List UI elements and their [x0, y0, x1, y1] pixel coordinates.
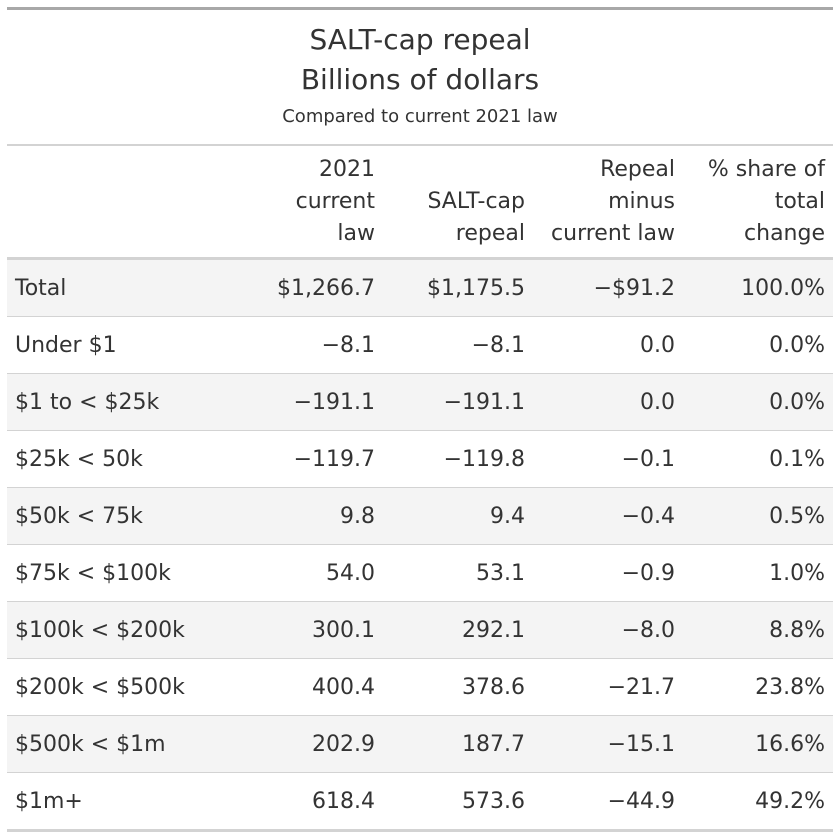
row-label: $1m+ [7, 772, 243, 832]
cell-salt-repeal: −119.8 [383, 430, 533, 488]
column-header-current-law: 2021 current law [243, 146, 383, 260]
column-header-line: repeal [455, 221, 525, 246]
table-row: Under $1 −8.1 −8.1 0.0 0.0% [7, 316, 833, 374]
cell-share: 100.0% [683, 258, 833, 317]
cell-difference: −0.9 [533, 544, 683, 602]
cell-current-law: −119.7 [243, 430, 383, 488]
cell-current-law: 202.9 [243, 715, 383, 773]
cell-current-law: 300.1 [243, 601, 383, 659]
column-header-line: current law [551, 221, 675, 246]
row-label: $500k < $1m [7, 715, 243, 773]
table-body: Total $1,266.7 $1,175.5 −$91.2 100.0% Under $… [7, 258, 833, 832]
table-row: $500k < $1m 202.9 187.7 −15.1 16.6% [7, 715, 833, 773]
title-line-2: Billions of dollars [300, 63, 540, 96]
cell-salt-repeal: −8.1 [383, 316, 533, 374]
row-label: Total [7, 258, 243, 317]
column-header-label [7, 146, 243, 260]
table-row: $200k < $500k 400.4 378.6 −21.7 23.8% [7, 658, 833, 716]
table-row: Total $1,266.7 $1,175.5 −$91.2 100.0% [7, 258, 833, 317]
cell-current-law: 618.4 [243, 772, 383, 832]
cell-salt-repeal: 187.7 [383, 715, 533, 773]
table-subtitle: Compared to current 2021 law [282, 106, 558, 127]
cell-share: 0.0% [683, 373, 833, 431]
table-title: SALT-cap repeal Billions of dollars [7, 20, 833, 100]
column-header-share: % share of total change [683, 146, 833, 260]
table-row: $1m+ 618.4 573.6 −44.9 49.2% [7, 772, 833, 832]
cell-salt-repeal: −191.1 [383, 373, 533, 431]
column-header-line: SALT-cap [427, 189, 525, 214]
column-header-salt-repeal: SALT-cap repeal [383, 146, 533, 260]
data-table: 2021 current law SALT-cap repeal Repeal … [7, 146, 833, 832]
row-label: $200k < $500k [7, 658, 243, 716]
cell-difference: −0.4 [533, 487, 683, 545]
row-label: $100k < $200k [7, 601, 243, 659]
cell-difference: 0.0 [533, 316, 683, 374]
table-row: $50k < 75k 9.8 9.4 −0.4 0.5% [7, 487, 833, 545]
cell-difference: −0.1 [533, 430, 683, 488]
column-header-line: total change [744, 189, 825, 246]
table-row: $1 to < $25k −191.1 −191.1 0.0 0.0% [7, 373, 833, 431]
title-line-1: SALT-cap repeal [309, 23, 531, 56]
cell-current-law: $1,266.7 [243, 258, 383, 317]
cell-salt-repeal: 53.1 [383, 544, 533, 602]
cell-salt-repeal: 573.6 [383, 772, 533, 832]
row-label: $1 to < $25k [7, 373, 243, 431]
table-row: $100k < $200k 300.1 292.1 −8.0 8.8% [7, 601, 833, 659]
cell-difference: −$91.2 [533, 258, 683, 317]
cell-share: 8.8% [683, 601, 833, 659]
column-header-line: minus [608, 189, 675, 214]
cell-share: 0.0% [683, 316, 833, 374]
cell-difference: −44.9 [533, 772, 683, 832]
row-label: Under $1 [7, 316, 243, 374]
column-header-row: 2021 current law SALT-cap repeal Repeal … [7, 146, 833, 260]
cell-current-law: 54.0 [243, 544, 383, 602]
cell-difference: 0.0 [533, 373, 683, 431]
cell-share: 16.6% [683, 715, 833, 773]
cell-current-law: −8.1 [243, 316, 383, 374]
table-row: $25k < 50k −119.7 −119.8 −0.1 0.1% [7, 430, 833, 488]
column-header-line: % share of [707, 157, 825, 182]
top-rule [7, 7, 833, 10]
cell-share: 1.0% [683, 544, 833, 602]
header-rule [7, 144, 833, 146]
cell-current-law: −191.1 [243, 373, 383, 431]
cell-share: 0.5% [683, 487, 833, 545]
column-header-line: Repeal [600, 157, 675, 182]
cell-difference: −21.7 [533, 658, 683, 716]
cell-current-law: 400.4 [243, 658, 383, 716]
row-label: $75k < $100k [7, 544, 243, 602]
salt-table-container: SALT-cap repeal Billions of dollars Comp… [7, 7, 833, 832]
row-label: $25k < 50k [7, 430, 243, 488]
cell-share: 23.8% [683, 658, 833, 716]
table-row: $75k < $100k 54.0 53.1 −0.9 1.0% [7, 544, 833, 602]
cell-difference: −15.1 [533, 715, 683, 773]
column-header-difference: Repeal minus current law [533, 146, 683, 260]
cell-share: 49.2% [683, 772, 833, 832]
cell-salt-repeal: 378.6 [383, 658, 533, 716]
cell-salt-repeal: 292.1 [383, 601, 533, 659]
row-label: $50k < 75k [7, 487, 243, 545]
cell-salt-repeal: 9.4 [383, 487, 533, 545]
column-header-line: 2021 current [295, 157, 375, 214]
cell-current-law: 9.8 [243, 487, 383, 545]
cell-difference: −8.0 [533, 601, 683, 659]
cell-share: 0.1% [683, 430, 833, 488]
column-header-line: law [337, 221, 375, 246]
cell-salt-repeal: $1,175.5 [383, 258, 533, 317]
